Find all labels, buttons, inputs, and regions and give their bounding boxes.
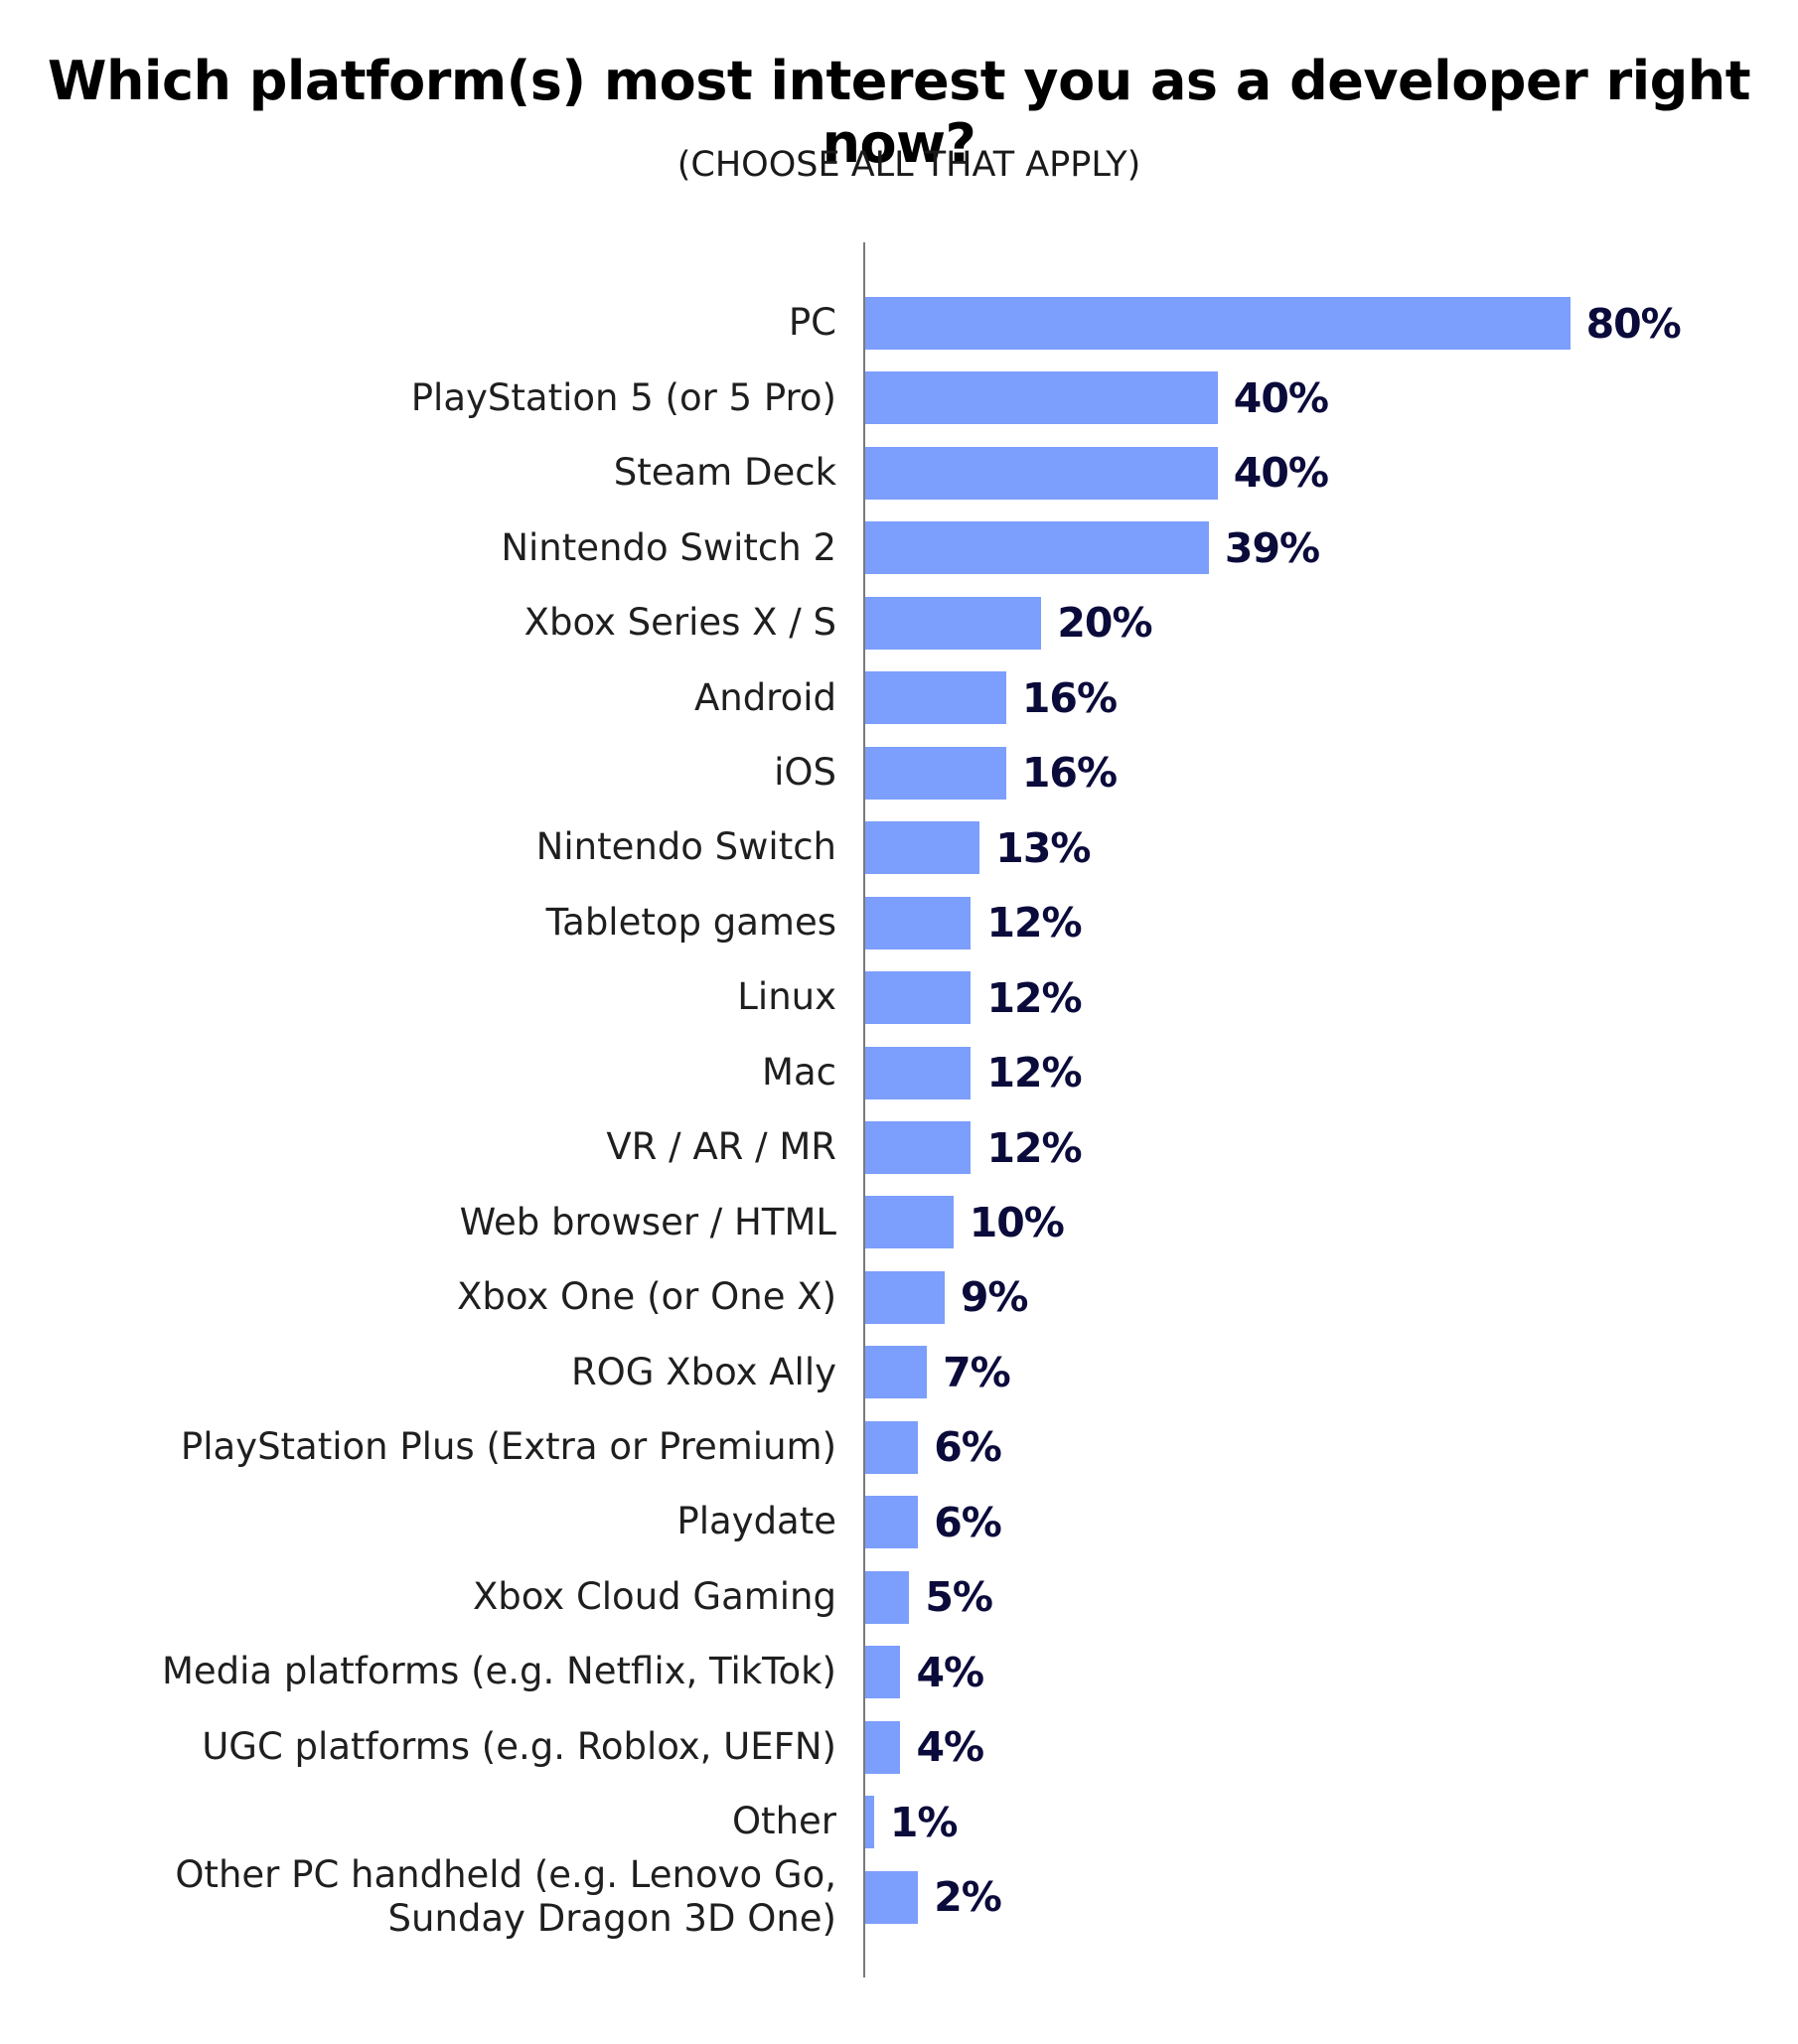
value-label: 40% xyxy=(1233,373,1329,422)
bar xyxy=(865,1270,945,1324)
category-label-line: Sunday Dragon 3D One) xyxy=(387,1897,836,1940)
value-label: 1% xyxy=(889,1798,959,1846)
category-label: Other xyxy=(731,1800,836,1843)
category-label: Other PC handheld (e.g. Lenovo Go, Sunday… xyxy=(81,1853,836,1940)
category-label: Playdate xyxy=(676,1500,836,1543)
category-label: Media platforms (e.g. Netflix, TikTok) xyxy=(161,1650,836,1693)
category-label: Web browser / HTML xyxy=(459,1200,836,1243)
bar xyxy=(865,1646,901,1699)
bar-row: Linux 12% xyxy=(0,971,1798,1025)
category-label: ROG Xbox Ally xyxy=(570,1350,836,1393)
bar xyxy=(865,297,1571,350)
bar-row: VR / AR / MR 12% xyxy=(0,1121,1798,1174)
bar-row: UGC platforms (e.g. Roblox, UEFN) 4% xyxy=(0,1720,1798,1774)
category-label: Linux xyxy=(737,975,836,1019)
bar xyxy=(865,1570,910,1624)
chart-subtitle: (CHOOSE ALL THAT APPLY) xyxy=(676,145,1141,185)
value-label: 10% xyxy=(969,1198,1065,1246)
bar-row: Playdate 6% xyxy=(0,1496,1798,1549)
category-label: Nintendo Switch xyxy=(535,825,836,869)
category-label: Xbox One (or One X) xyxy=(456,1275,836,1319)
bar xyxy=(865,746,1006,800)
bar xyxy=(865,1870,919,1924)
value-label: 6% xyxy=(934,1498,1002,1546)
bar xyxy=(865,1796,874,1848)
bar xyxy=(865,371,1218,425)
bar xyxy=(865,1196,954,1249)
bar xyxy=(865,821,980,875)
bar xyxy=(865,1720,901,1774)
bar-row: Other PC handheld (e.g. Lenovo Go, Sunday… xyxy=(0,1853,1798,1940)
value-label: 39% xyxy=(1224,523,1320,572)
value-label: 9% xyxy=(960,1273,1029,1322)
bar xyxy=(865,896,972,949)
bar-row: Mac 12% xyxy=(0,1046,1798,1099)
value-label: 80% xyxy=(1585,299,1682,348)
value-label: 12% xyxy=(986,1049,1082,1096)
bar-row: Nintendo Switch 13% xyxy=(0,821,1798,875)
bar xyxy=(865,671,1006,725)
bar-row: Xbox Series X / S 20% xyxy=(0,596,1798,650)
value-label: 4% xyxy=(916,1648,984,1696)
chart-title: Which platform(s) most interest you as a… xyxy=(47,50,1751,175)
bar xyxy=(865,1420,919,1474)
bar-row: Steam Deck 40% xyxy=(0,446,1798,500)
category-label: Tabletop games xyxy=(545,900,836,944)
bar-row: PlayStation 5 (or 5 Pro) 40% xyxy=(0,371,1798,425)
value-label: 16% xyxy=(1021,673,1118,722)
category-label: Xbox Cloud Gaming xyxy=(472,1574,836,1618)
bar xyxy=(865,1496,919,1549)
value-label: 12% xyxy=(986,1123,1082,1172)
bar xyxy=(865,1046,972,1099)
value-label: 6% xyxy=(934,1423,1002,1472)
category-label: Steam Deck xyxy=(613,451,836,495)
bar xyxy=(865,521,1209,575)
bar xyxy=(865,1121,972,1174)
category-label: Mac xyxy=(762,1050,836,1094)
bar xyxy=(865,1346,928,1399)
bar xyxy=(865,446,1218,500)
value-label: 12% xyxy=(986,973,1082,1022)
bar-row: Media platforms (e.g. Netflix, TikTok) 4% xyxy=(0,1646,1798,1699)
category-label: Android xyxy=(693,675,836,719)
bar-row: Xbox Cloud Gaming 5% xyxy=(0,1570,1798,1624)
value-label: 5% xyxy=(925,1573,993,1622)
bar-row: iOS 16% xyxy=(0,746,1798,800)
category-label-line: Other PC handheld (e.g. Lenovo Go, xyxy=(175,1852,836,1896)
bar-row: Xbox One (or One X) 9% xyxy=(0,1270,1798,1324)
bar-row: PC 80% xyxy=(0,297,1798,350)
category-label: PlayStation 5 (or 5 Pro) xyxy=(410,375,836,419)
y-axis-line xyxy=(863,242,865,1977)
bar-row: Tabletop games 12% xyxy=(0,896,1798,949)
category-label: Nintendo Switch 2 xyxy=(501,525,836,569)
bar-row: Other 1% xyxy=(0,1796,1798,1848)
category-label: PC xyxy=(788,301,836,345)
value-label: 4% xyxy=(916,1723,984,1771)
bar-row: ROG Xbox Ally 7% xyxy=(0,1346,1798,1399)
value-label: 16% xyxy=(1021,749,1118,798)
category-label: iOS xyxy=(774,750,836,794)
bar-row: Nintendo Switch 2 39% xyxy=(0,521,1798,575)
bar-row: PlayStation Plus (Extra or Premium) 6% xyxy=(0,1420,1798,1474)
category-label: UGC platforms (e.g. Roblox, UEFN) xyxy=(202,1724,836,1768)
value-label: 12% xyxy=(986,899,1082,948)
category-label: PlayStation Plus (Extra or Premium) xyxy=(180,1425,836,1469)
bar-row: Web browser / HTML 10% xyxy=(0,1196,1798,1249)
value-label: 2% xyxy=(934,1873,1002,1921)
bar-row: Android 16% xyxy=(0,671,1798,725)
category-label: Xbox Series X / S xyxy=(524,601,836,645)
bar xyxy=(865,596,1042,650)
bar xyxy=(865,971,972,1025)
value-label: 40% xyxy=(1233,449,1329,498)
value-label: 7% xyxy=(943,1348,1011,1396)
category-label: VR / AR / MR xyxy=(606,1125,836,1169)
value-label: 20% xyxy=(1057,599,1152,648)
value-label: 13% xyxy=(995,823,1091,872)
